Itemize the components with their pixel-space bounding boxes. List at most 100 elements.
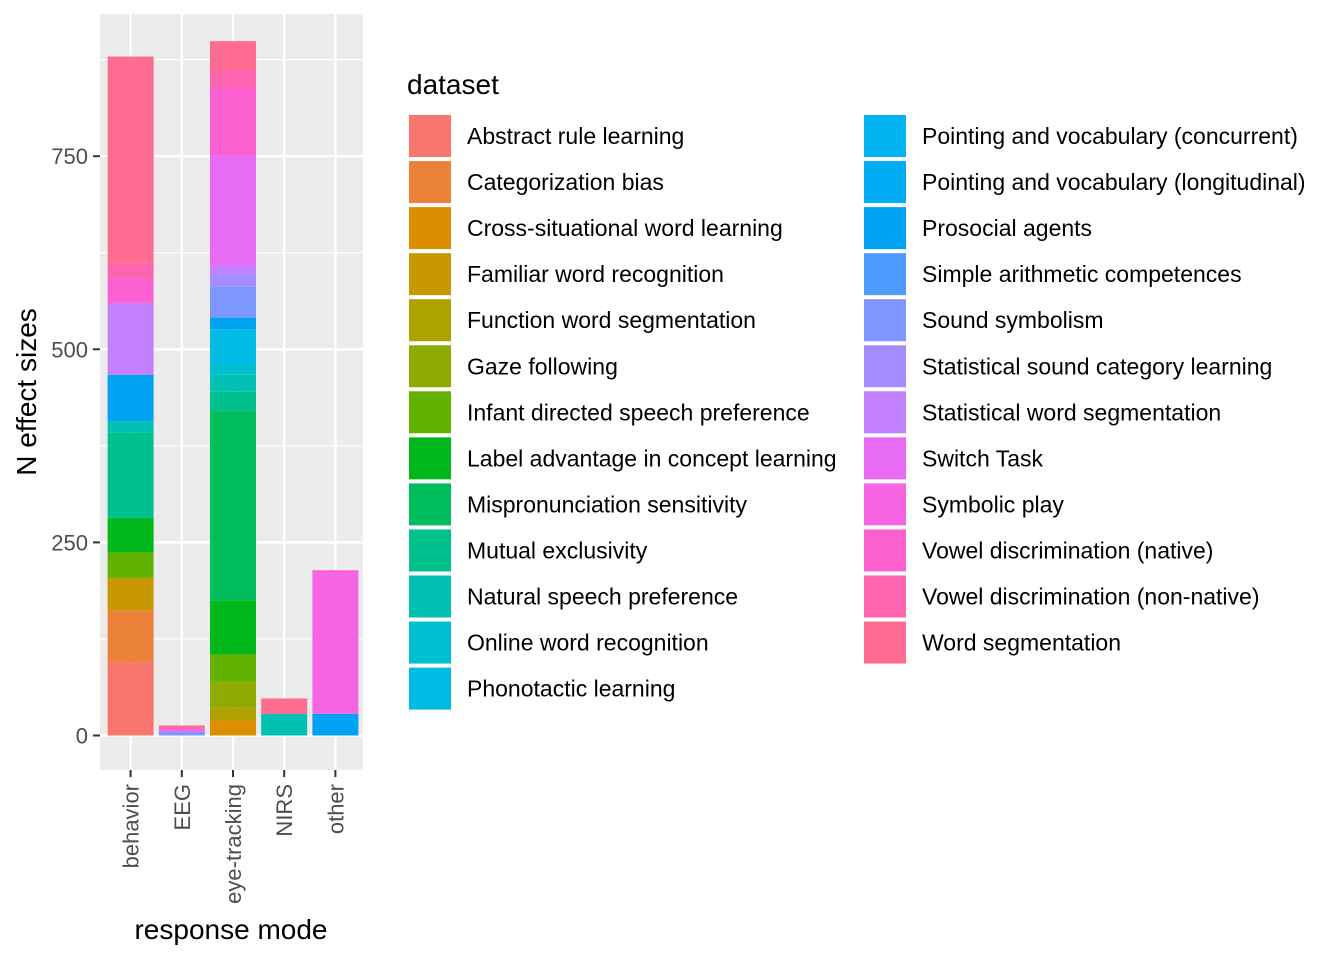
legend-key	[864, 437, 906, 480]
legend-label: Function word segmentation	[467, 307, 756, 333]
legend-key	[409, 115, 451, 157]
bars	[107, 41, 359, 736]
legend-label: Infant directed speech preference	[467, 399, 810, 425]
legend-key	[409, 621, 451, 664]
bar-segment	[210, 720, 256, 736]
legend-key	[409, 667, 451, 710]
x-tick-label: NIRS	[272, 784, 297, 837]
bar-segment	[107, 302, 154, 375]
legend-label: Online word recognition	[467, 630, 709, 656]
bar-segment	[210, 600, 256, 655]
x-tick-label: eye-tracking	[221, 784, 246, 904]
x-tick-label: other	[323, 784, 348, 834]
bar-segment	[107, 262, 154, 279]
legend-key	[409, 161, 451, 204]
legend-key	[864, 575, 906, 618]
legend-label: Statistical word segmentation	[922, 399, 1221, 425]
y-tick-label: 500	[51, 337, 88, 362]
bar-segment	[210, 707, 256, 721]
legend-label: Simple arithmetic competences	[922, 261, 1242, 287]
x-tick-label: EEG	[170, 784, 195, 830]
bar-segment	[107, 552, 154, 578]
bar-segment	[210, 363, 256, 375]
legend-label: Label advantage in concept learning	[467, 445, 837, 471]
legend-key	[864, 161, 906, 204]
y-tick-label: 0	[76, 724, 88, 749]
legend-key	[409, 437, 451, 480]
legend-key	[409, 391, 451, 434]
bar-segment	[210, 317, 256, 330]
legend-label: Gaze following	[467, 353, 618, 379]
legend-key	[864, 253, 906, 296]
bar-segment	[107, 421, 154, 433]
x-axis-title: response mode	[134, 914, 327, 945]
legend-key	[864, 391, 906, 434]
legend-key	[864, 345, 906, 388]
bar-segment	[210, 681, 256, 708]
bar-segment	[107, 432, 154, 518]
bar-segment	[210, 155, 256, 266]
bar-segment	[210, 41, 256, 71]
legend-key	[409, 483, 451, 526]
bar-segment	[158, 731, 205, 736]
bar-segment	[210, 329, 256, 364]
bar-segment	[107, 374, 154, 422]
legend-key	[864, 115, 906, 157]
legend-label: Prosocial agents	[922, 215, 1092, 241]
bar-segment	[107, 610, 154, 663]
bar-segment	[210, 286, 256, 318]
legend-key	[409, 253, 451, 296]
legend-label: Mutual exclusivity	[467, 537, 648, 563]
legend-label: Phonotactic learning	[467, 676, 675, 702]
legend-key	[409, 299, 451, 342]
bar-segment	[210, 87, 256, 156]
legend-label: Pointing and vocabulary (longitudinal)	[922, 169, 1306, 195]
legend-key	[409, 207, 451, 250]
bar-segment	[261, 698, 308, 714]
bar-segment	[107, 577, 154, 611]
legend-key	[409, 529, 451, 572]
legend-label: Vowel discrimination (native)	[922, 537, 1213, 563]
bar-segment	[312, 713, 359, 736]
bar-segment	[210, 265, 256, 274]
legend-key	[864, 483, 906, 526]
legend-label: Pointing and vocabulary (concurrent)	[922, 123, 1298, 149]
bar-segment	[107, 662, 154, 736]
legend-key	[864, 529, 906, 572]
bar-segment	[312, 573, 359, 714]
legend-label: Cross-situational word learning	[467, 215, 783, 241]
bar-segment	[210, 273, 256, 287]
bar-segment	[210, 70, 256, 88]
legend-key	[864, 299, 906, 342]
y-axis-title: N effect sizes	[11, 308, 42, 476]
bar-segment	[158, 725, 205, 729]
legend-label: Word segmentation	[922, 630, 1121, 656]
legend-key	[864, 207, 906, 250]
bar-segment	[210, 654, 256, 682]
y-tick-label: 250	[51, 530, 88, 555]
legend-label: Categorization bias	[467, 169, 664, 195]
legend-label: Abstract rule learning	[467, 123, 684, 149]
bar-segment	[210, 374, 256, 392]
bar-segment	[261, 713, 308, 736]
legend-label: Symbolic play	[922, 491, 1064, 517]
legend-key	[864, 621, 906, 664]
bar-segment	[107, 56, 154, 263]
bar-segment	[107, 517, 154, 553]
legend-label: Sound symbolism	[922, 307, 1104, 333]
legend-key	[409, 575, 451, 618]
x-tick-label: behavior	[119, 784, 144, 868]
bar-segment	[158, 728, 205, 732]
legend-label: Vowel discrimination (non-native)	[922, 584, 1260, 610]
legend-label: Statistical sound category learning	[922, 353, 1272, 379]
y-tick-label: 750	[51, 144, 88, 169]
legend-label: Familiar word recognition	[467, 261, 724, 287]
bar-segment	[210, 411, 256, 601]
y-axis: 0 250 500 750	[51, 144, 100, 749]
legend-title: dataset	[407, 69, 499, 100]
legend-label: Natural speech preference	[467, 584, 738, 610]
bar-segment	[210, 391, 256, 412]
bar-segment	[107, 278, 154, 303]
legend-label: Switch Task	[922, 445, 1044, 471]
